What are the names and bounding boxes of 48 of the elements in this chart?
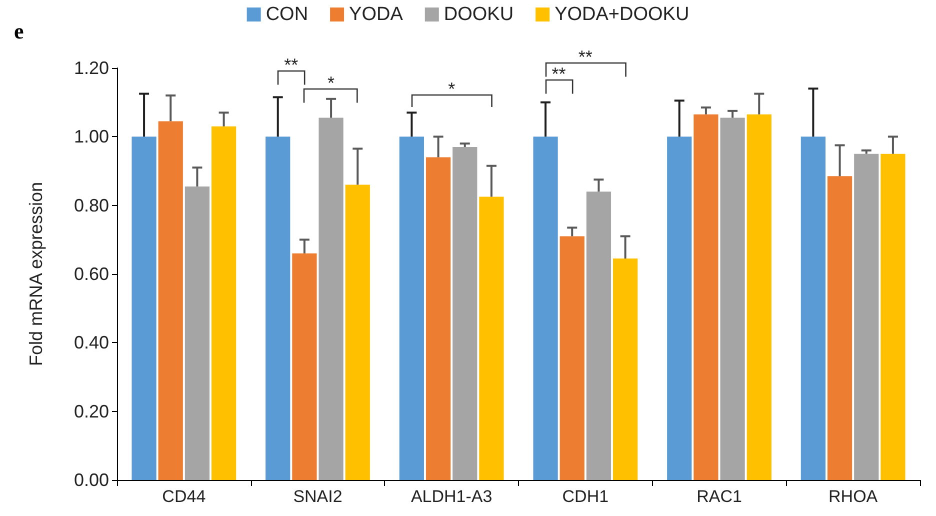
y-axis-title: Fold mRNA expression xyxy=(26,182,46,366)
legend-label: YODA+DOOKU xyxy=(554,4,690,25)
bar xyxy=(479,196,504,480)
bar xyxy=(132,136,156,480)
bar xyxy=(184,186,210,480)
bar xyxy=(880,154,906,480)
bar xyxy=(345,184,370,480)
x-tick-label: SNAI2 xyxy=(293,487,342,506)
y-tick-label: 1.20 xyxy=(74,58,109,78)
legend-label: CON xyxy=(266,4,308,25)
y-tick-label: 0.80 xyxy=(74,195,109,216)
bar xyxy=(720,118,745,480)
annotation: ** xyxy=(284,55,298,76)
legend-label: YODA xyxy=(349,4,404,25)
bar xyxy=(426,157,451,480)
x-tick-label: CDH1 xyxy=(562,487,609,506)
bar xyxy=(800,136,826,480)
bar xyxy=(667,136,692,480)
bar xyxy=(560,236,584,480)
bar xyxy=(694,114,718,480)
legend-label: DOOKU xyxy=(444,4,514,25)
y-tick-label: 0.60 xyxy=(74,264,109,284)
y-tick-label: 0.00 xyxy=(74,470,109,490)
annotation: ** xyxy=(552,64,566,84)
bar xyxy=(586,192,612,480)
x-tick-label: RAC1 xyxy=(696,487,742,506)
bar xyxy=(452,146,478,480)
bar xyxy=(318,118,344,480)
bar xyxy=(827,176,852,480)
bar xyxy=(854,154,879,480)
annotation: * xyxy=(328,72,335,93)
bar xyxy=(612,258,638,480)
x-tick-label: ALDH1-A3 xyxy=(410,487,492,506)
bar xyxy=(533,136,558,480)
bar xyxy=(158,121,183,480)
bar xyxy=(399,136,424,480)
y-tick-label: 0.20 xyxy=(74,401,109,422)
bar xyxy=(292,253,317,480)
y-tick-label: 1.00 xyxy=(74,126,109,147)
x-tick-label: RHOA xyxy=(828,487,878,506)
bar xyxy=(266,136,290,480)
x-tick-label: CD44 xyxy=(162,487,206,506)
y-tick-label: 0.40 xyxy=(74,332,109,353)
annotation: * xyxy=(448,79,456,100)
text: e xyxy=(14,18,24,44)
text: ** xyxy=(578,46,592,67)
bar xyxy=(211,126,236,480)
bar xyxy=(746,114,772,480)
